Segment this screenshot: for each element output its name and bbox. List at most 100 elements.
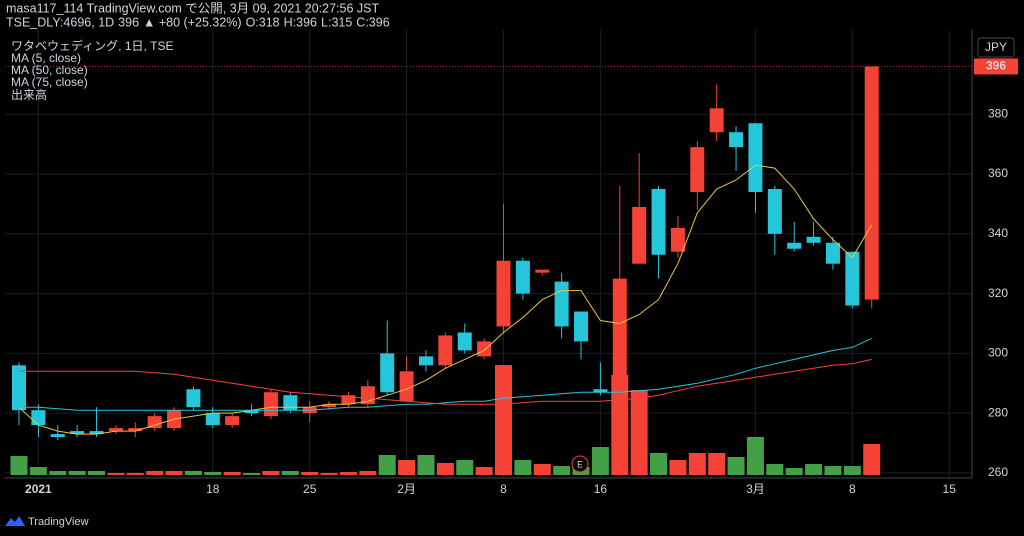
header-part: 315 [331,15,352,29]
y-tick-label: 380 [988,106,1008,120]
volume-bar [805,464,823,475]
volume-bar [398,460,416,475]
volume-bar [727,457,745,475]
volume-bar [669,460,687,475]
candle-body [244,410,259,414]
volume-bar [475,467,493,475]
header-line2: TSE_DLY:4696, 1D 396 ▲ +80 (+25.32%) O: 318 H… [6,15,390,29]
x-tick-label: 2021 [25,482,52,496]
candle-body [709,108,724,133]
candle-body [399,371,414,402]
legend-title: ワタベウェディング, 1日, TSE [11,38,174,53]
volume-bar [417,455,435,475]
volume-bar [146,471,164,475]
candle-body [50,434,65,438]
candle-body [670,227,685,252]
header-part: C: [356,15,369,29]
candle-body [729,132,744,148]
candle-body [31,410,46,426]
candle-body [322,404,337,408]
x-tick-label: 3月 [746,482,765,496]
y-tick-label: 340 [988,226,1008,240]
header-part: ▲ +80 (+25.32%) [143,15,242,29]
y-tick-label: 300 [988,346,1008,360]
header-part: 396 [296,15,317,29]
y-tick-label: 360 [988,166,1008,180]
header-part: O: [246,15,259,29]
candle-body [205,413,220,426]
volume-bar [29,467,47,475]
earnings-marker[interactable] [571,455,589,473]
candle-body [806,236,821,243]
logo [5,516,25,526]
volume-bar [863,444,881,475]
header-part: L: [321,15,331,29]
currency-box[interactable] [977,37,1015,58]
volume-bar [436,463,454,475]
candle-body [787,242,802,249]
candle-body [70,431,85,435]
volume-bar [165,471,183,475]
volume-bar [204,472,222,475]
candle-body [263,392,278,417]
candle-body [574,311,589,342]
x-tick-label: 16 [594,482,608,496]
candle-body [457,332,472,351]
last-price-tag [974,58,1018,75]
volume-bar [495,365,512,475]
volume-bar [243,473,261,475]
volume-bar [10,456,28,475]
volume-bar [320,473,338,475]
candle-body [186,389,201,408]
volume-bar [456,460,474,475]
volume-bar [824,466,842,475]
last-price-label: 396 [986,59,1006,73]
volume-bar [378,455,396,475]
volume-bar [553,466,571,475]
volume-bar [49,471,67,475]
header-line1: masa117_114 TradingView.com で公開, 3月 09, … [6,1,379,15]
volume-bar [843,466,861,475]
x-tick-label: 2月 [397,482,416,496]
earnings-label: E [577,459,583,469]
volume-bar [591,447,609,475]
header-part: TSE_DLY:4696, 1D [6,15,114,29]
volume-bar [339,472,357,475]
plot [5,30,972,478]
candle-body [864,66,879,300]
candle-body [438,335,453,366]
candle-body [593,389,608,393]
x-tick-label: 8 [849,482,856,496]
volume-bar [688,453,706,475]
header-part: 318 [259,15,280,29]
volume-bar [766,464,784,475]
candle-body [283,395,298,411]
x-tick-label: 25 [303,482,317,496]
volume-bar [746,437,764,475]
candle-body [767,188,782,234]
currency: JPY [985,40,1007,54]
volume-bar [533,464,551,475]
volume-bar [301,472,319,475]
volume-bar [650,453,668,475]
candle-body [612,278,627,384]
volume-bar [514,460,532,475]
candle-body [515,260,530,294]
y-tick-label: 260 [988,465,1008,479]
x-tick-label: 18 [206,482,220,496]
candle-body [12,365,26,411]
candle-body [418,356,433,366]
candle-body [128,428,143,432]
x-tick-label: 15 [943,482,957,496]
x-tick-label: 8 [500,482,507,496]
volume-bar [126,473,144,475]
volume-bar [88,471,106,475]
y-tick-label: 320 [988,286,1008,300]
candle-body [845,251,860,306]
volume-bar [708,453,726,475]
brand: TradingView [28,516,89,528]
legend-ma75: MA (75, close) [11,75,88,89]
ma-line [19,337,872,411]
candle-body [380,353,395,393]
